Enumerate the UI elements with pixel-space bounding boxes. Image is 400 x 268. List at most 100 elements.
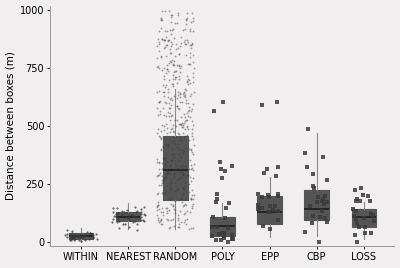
Point bbox=[353, 217, 359, 221]
Point bbox=[180, 28, 187, 32]
Point bbox=[174, 178, 180, 183]
Point bbox=[172, 163, 179, 167]
Point bbox=[172, 68, 178, 73]
Point bbox=[167, 225, 173, 229]
Point bbox=[354, 221, 361, 226]
Point bbox=[154, 65, 160, 69]
Point bbox=[187, 197, 194, 201]
Point bbox=[180, 137, 187, 141]
PathPatch shape bbox=[257, 196, 282, 224]
Point bbox=[181, 211, 188, 216]
Point bbox=[162, 191, 168, 195]
Point bbox=[168, 196, 175, 200]
Point bbox=[164, 67, 170, 71]
Point bbox=[172, 207, 178, 212]
Point bbox=[74, 234, 80, 238]
Point bbox=[156, 109, 163, 113]
Point bbox=[176, 77, 182, 81]
Point bbox=[181, 111, 188, 116]
Point bbox=[188, 179, 194, 183]
PathPatch shape bbox=[163, 136, 188, 200]
Point bbox=[181, 91, 188, 95]
Point bbox=[186, 107, 192, 112]
Point bbox=[162, 38, 168, 43]
Point bbox=[181, 187, 187, 191]
Point bbox=[67, 237, 74, 242]
Point bbox=[177, 197, 184, 201]
Point bbox=[167, 46, 174, 51]
Point bbox=[177, 91, 184, 95]
Point bbox=[156, 173, 162, 178]
Point bbox=[274, 100, 281, 105]
Point bbox=[154, 213, 160, 217]
Point bbox=[164, 217, 171, 222]
Point bbox=[175, 142, 181, 146]
Point bbox=[166, 59, 173, 63]
Point bbox=[180, 186, 187, 190]
Point bbox=[155, 215, 162, 220]
Point bbox=[190, 60, 196, 65]
Point bbox=[159, 161, 165, 165]
Point bbox=[319, 209, 326, 214]
Point bbox=[181, 114, 188, 119]
Point bbox=[220, 235, 227, 240]
Point bbox=[265, 192, 272, 197]
Point bbox=[266, 195, 273, 199]
Point bbox=[118, 209, 125, 213]
Point bbox=[164, 169, 170, 173]
Point bbox=[163, 173, 170, 177]
Point bbox=[172, 161, 178, 165]
Point bbox=[177, 44, 183, 48]
Point bbox=[210, 214, 216, 219]
Point bbox=[174, 118, 180, 122]
Point bbox=[272, 204, 278, 208]
Point bbox=[158, 174, 165, 178]
Point bbox=[214, 192, 220, 196]
Point bbox=[154, 90, 161, 94]
Point bbox=[160, 144, 166, 148]
Point bbox=[165, 90, 172, 94]
Point bbox=[191, 193, 197, 198]
Point bbox=[171, 94, 178, 98]
Point bbox=[76, 234, 82, 238]
Point bbox=[182, 87, 188, 91]
Point bbox=[160, 128, 167, 132]
Point bbox=[183, 21, 190, 26]
Point bbox=[172, 189, 178, 193]
Point bbox=[353, 209, 360, 213]
Point bbox=[178, 123, 184, 127]
Point bbox=[168, 44, 174, 48]
Point bbox=[357, 199, 363, 203]
Point bbox=[159, 177, 166, 182]
Point bbox=[184, 125, 190, 129]
Point bbox=[155, 191, 162, 195]
Point bbox=[176, 107, 182, 111]
Point bbox=[164, 209, 170, 213]
Point bbox=[172, 135, 179, 139]
Point bbox=[158, 147, 164, 151]
Point bbox=[161, 177, 168, 181]
Point bbox=[172, 181, 178, 185]
Point bbox=[255, 203, 261, 207]
Point bbox=[125, 216, 131, 220]
Point bbox=[183, 100, 189, 105]
Point bbox=[170, 155, 177, 159]
Point bbox=[190, 168, 196, 173]
Point bbox=[167, 20, 174, 24]
Point bbox=[183, 203, 190, 207]
Point bbox=[187, 28, 193, 33]
Point bbox=[316, 239, 322, 244]
Point bbox=[175, 225, 182, 229]
Point bbox=[72, 237, 78, 241]
Point bbox=[169, 152, 176, 157]
Point bbox=[184, 82, 191, 86]
Point bbox=[160, 213, 166, 218]
Point bbox=[166, 78, 172, 83]
Point bbox=[182, 118, 189, 122]
Point bbox=[177, 100, 184, 104]
Point bbox=[130, 214, 136, 218]
Point bbox=[166, 111, 173, 115]
Point bbox=[130, 220, 136, 224]
Point bbox=[174, 144, 180, 149]
Point bbox=[160, 83, 166, 87]
